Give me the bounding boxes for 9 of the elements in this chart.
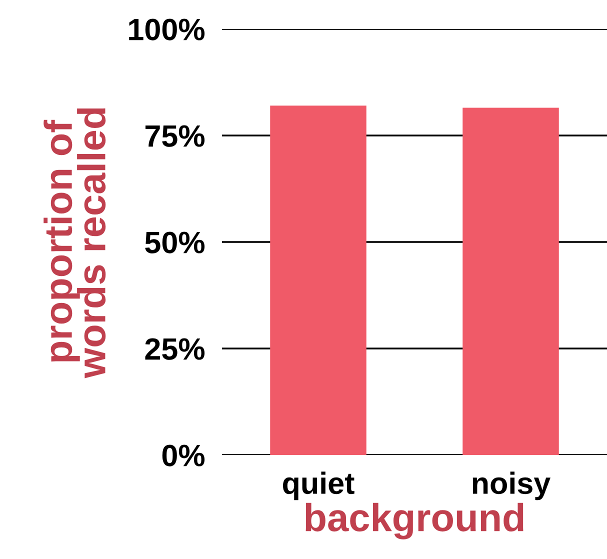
y-axis-title: proportion of words recalled bbox=[44, 108, 106, 378]
x-tick-label: noisy bbox=[472, 472, 550, 500]
y-tick-label: 25% bbox=[145, 338, 205, 360]
y-tick-label: 50% bbox=[145, 232, 205, 254]
x-tick-label: quiet bbox=[283, 472, 354, 500]
x-axis-title: background bbox=[306, 502, 524, 540]
y-tick-label: 100% bbox=[129, 18, 205, 40]
y-tick-label: 75% bbox=[145, 125, 205, 147]
y-tick-label: 0% bbox=[162, 444, 205, 466]
